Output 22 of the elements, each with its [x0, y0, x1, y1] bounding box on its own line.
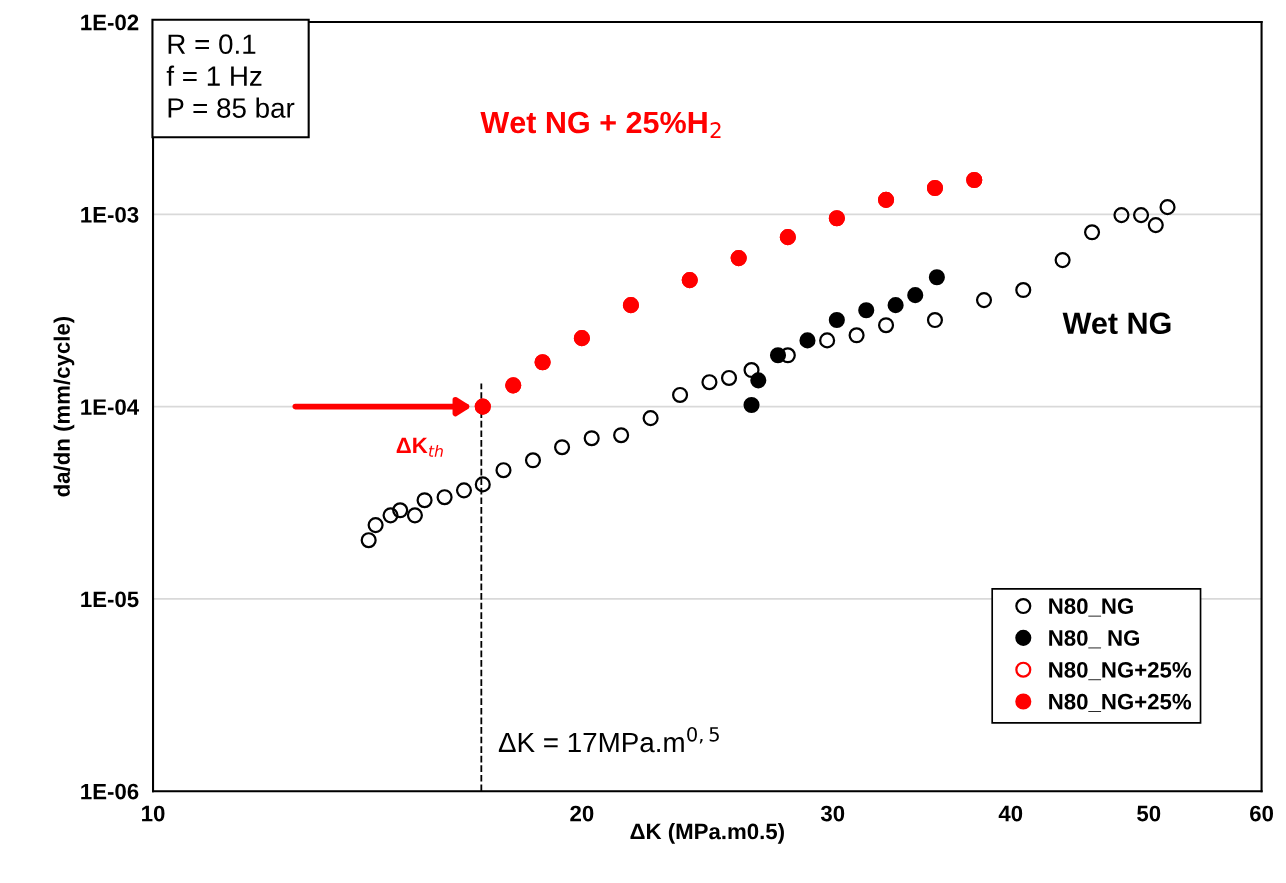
- legend-label: N80_NG+25%: [1049, 693, 1192, 713]
- x-tick-label: 50: [1137, 805, 1161, 822]
- x-tick-label: 40: [998, 805, 1023, 822]
- legend-label: N80_ NG: [1049, 630, 1139, 649]
- x-tick-label: 60: [1250, 805, 1274, 822]
- y-tick-label: 1E-04: [81, 399, 140, 415]
- y-tick-label: 1E-05: [81, 591, 139, 608]
- legend-label: N80_NG+25%: [1049, 661, 1192, 681]
- x-axis-title: ΔK (MPa.m0.5): [630, 822, 784, 844]
- y-axis-title: da/dn (mm/cycle): [53, 316, 75, 497]
- x-tick-label: 10: [142, 805, 165, 822]
- x-tick-label: 20: [570, 805, 594, 822]
- y-tick-label: 1E-02: [81, 14, 139, 31]
- y-tick-label: 1E-06: [81, 783, 139, 800]
- annotation: Wet NG: [1062, 312, 1171, 335]
- annotation: Wet NG + 25%H$_{2}$: [480, 111, 721, 138]
- y-tick-label: 1E-03: [81, 206, 139, 223]
- ref-line-label: ΔK = 17MPa.m$^{0,5}$: [498, 726, 719, 753]
- annotation: R = 0.1 f = 1 Hz P = 85 bar: [166, 34, 295, 118]
- annotation: ΔK$_{th}$: [396, 437, 443, 457]
- x-tick-label: 30: [820, 805, 845, 822]
- legend-label: N80_NG: [1049, 598, 1133, 617]
